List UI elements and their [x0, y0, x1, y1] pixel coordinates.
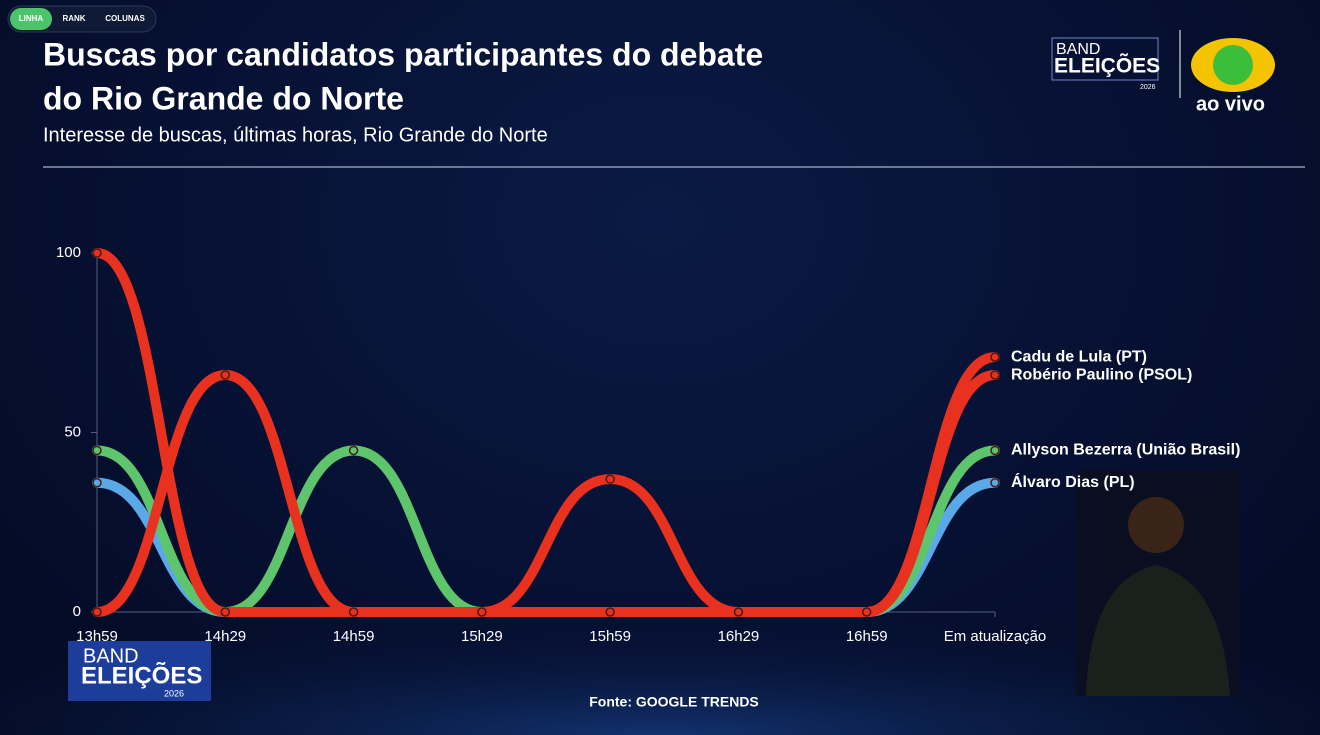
point — [92, 607, 102, 617]
logo-box — [1051, 37, 1159, 81]
live: ao vivo — [1196, 93, 1265, 115]
point — [605, 474, 615, 484]
x-tick-label: 13h59 — [76, 628, 118, 645]
x-tick-label: 16h29 — [718, 628, 760, 645]
source: Fonte: GOOGLE TRENDS — [589, 694, 759, 710]
series-label: Cadu de Lula (PT) — [1011, 348, 1147, 365]
point — [92, 445, 102, 456]
series-line — [92, 248, 1000, 618]
logo-box-bottom — [68, 641, 211, 701]
point — [220, 370, 231, 380]
tab[interactable]: COLUNAS — [105, 14, 145, 23]
logo-eleicoes: ELEIÇÕES — [81, 661, 202, 689]
y-tick-label: 0 — [73, 603, 81, 620]
logo-eleicoes: ELEIÇÕES — [1054, 54, 1160, 78]
x-tick-label: 15h29 — [461, 628, 503, 645]
interpreter-head — [1128, 497, 1184, 553]
tab[interactable]: RANK — [62, 14, 85, 23]
logo-band: BAND — [1056, 41, 1100, 58]
x-tick-label: 16h59 — [846, 628, 888, 645]
point — [990, 478, 1000, 488]
x-tick-label: 15h59 — [589, 628, 631, 645]
point — [477, 607, 487, 617]
band-logo-center — [1213, 45, 1253, 85]
point — [92, 248, 102, 258]
point — [733, 607, 744, 617]
interpreter-body — [1086, 565, 1230, 696]
point — [92, 478, 102, 488]
point — [348, 607, 359, 617]
point — [861, 607, 872, 617]
logo-year: 2026 — [1140, 84, 1156, 91]
point — [605, 607, 615, 617]
point — [348, 445, 359, 456]
series-label: Allyson Bezerra (União Brasil) — [1011, 442, 1240, 459]
y-tick-label: 50 — [64, 423, 81, 440]
series-label: Álvaro Dias (PL) — [1011, 472, 1135, 491]
y-tick-label: 100 — [56, 244, 81, 261]
subtitle: Interesse de buscas, últimas horas, Rio … — [43, 124, 548, 146]
point — [990, 445, 1000, 456]
sign-interpreter — [1076, 470, 1240, 696]
point — [990, 352, 1000, 362]
x-tick-label: 14h59 — [333, 628, 375, 645]
series-label: Robério Paulino (PSOL) — [1011, 366, 1192, 383]
logo-band: BAND — [83, 645, 139, 667]
point — [990, 370, 1000, 380]
logo-year: 2026 — [164, 688, 184, 698]
tab[interactable]: LINHA — [19, 14, 44, 23]
point — [220, 607, 231, 617]
title: do Rio Grande do Norte — [43, 80, 404, 116]
tab-active — [10, 8, 52, 30]
plot: 0 50 100 13h59 14h29 14h59 15h29 15h59 16h29 16h5… — [56, 244, 1240, 645]
title: Buscas por candidatos participantes do d… — [43, 36, 763, 72]
x-tick-label: 14h29 — [204, 628, 246, 645]
x-tick-label: Em atualização — [944, 628, 1047, 645]
